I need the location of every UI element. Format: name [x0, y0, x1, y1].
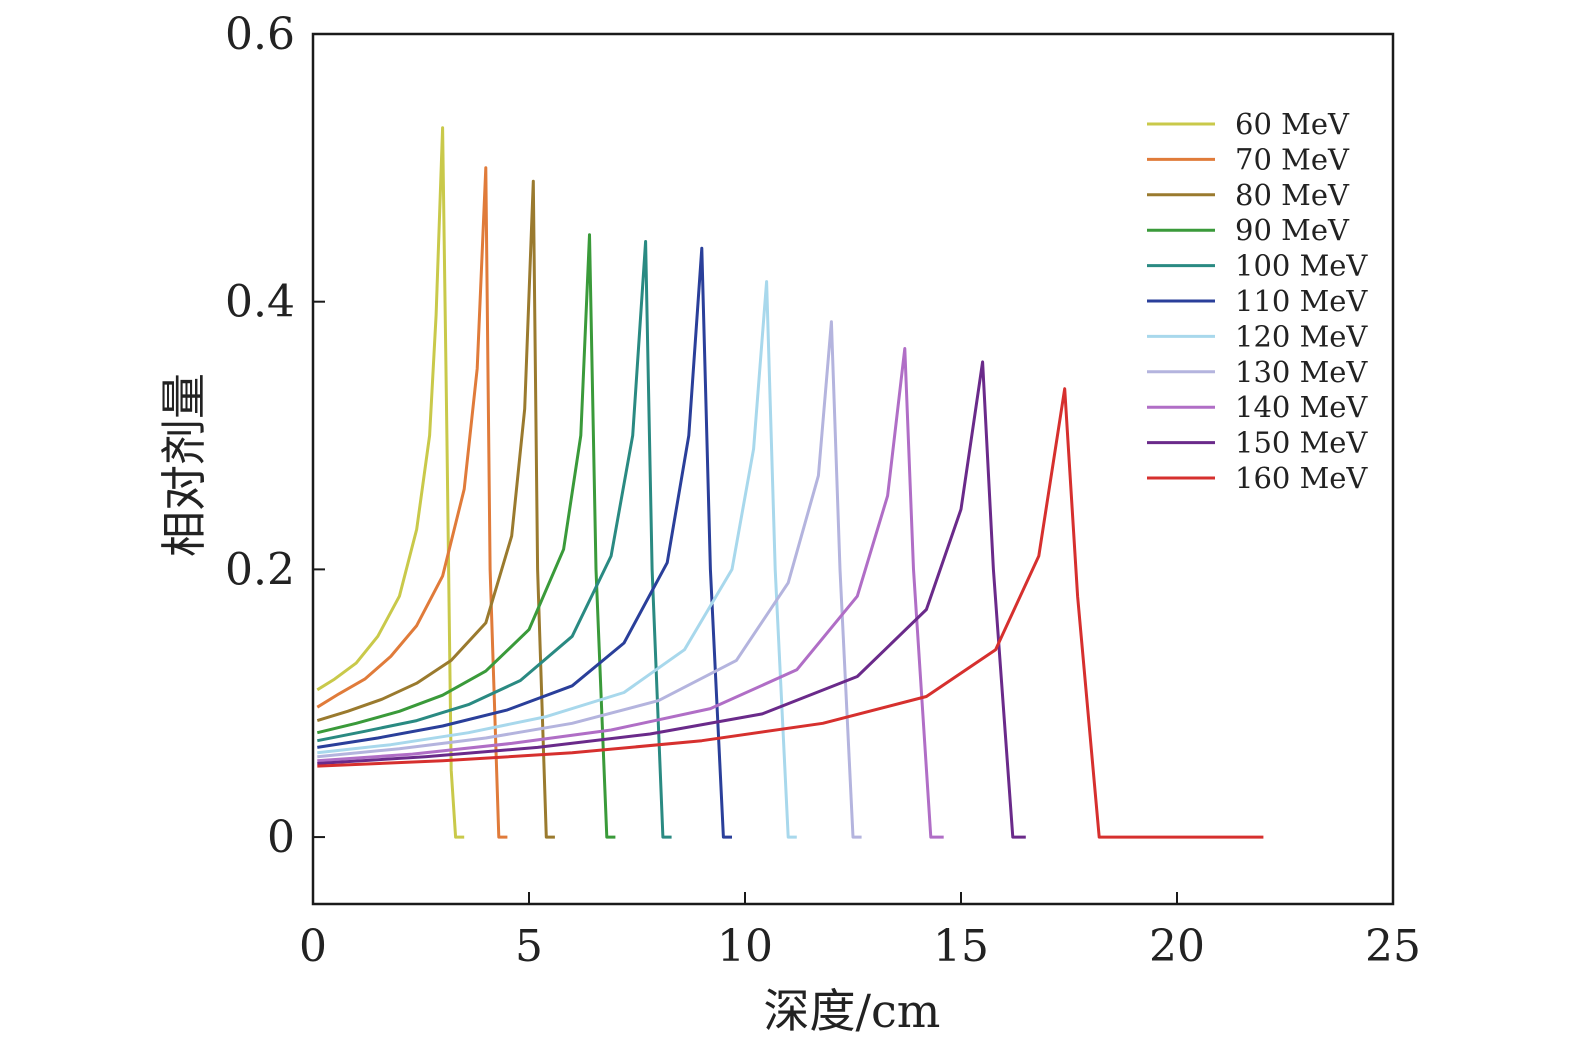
legend-label: 60 MeV — [1235, 107, 1350, 141]
series-line-90-mev — [316, 233, 616, 839]
x-tick-label: 20 — [1149, 921, 1205, 972]
legend-label: 110 MeV — [1235, 284, 1368, 318]
series-line-80-mev — [316, 179, 555, 839]
legend-label: 120 MeV — [1235, 319, 1368, 353]
series-line-110-mev — [317, 246, 732, 839]
legend-label: 80 MeV — [1235, 178, 1350, 212]
y-axis-title: 相对剂量 — [157, 373, 211, 557]
axis-ticks: 0 5 10 15 20 25 0 0.2 0.4 0.6 — [225, 9, 1421, 972]
series-line-100-mev — [317, 240, 672, 839]
legend-label: 100 MeV — [1235, 249, 1368, 283]
series-line-70-mev — [316, 166, 508, 839]
series-line-120-mev — [317, 280, 797, 839]
x-tick-label: 0 — [299, 921, 327, 972]
legend-label: 90 MeV — [1235, 213, 1350, 247]
y-tick-label: 0.4 — [225, 277, 295, 328]
series-line-60-mev — [316, 126, 465, 839]
legend-label: 70 MeV — [1235, 142, 1350, 176]
legend-label: 150 MeV — [1235, 426, 1368, 460]
plot-frame — [311, 32, 1395, 906]
series-lines — [316, 126, 1264, 839]
y-tick-label: 0.2 — [225, 544, 295, 595]
series-line-150-mev — [317, 360, 1026, 839]
y-tick-label: 0.6 — [225, 9, 295, 60]
x-tick-label: 25 — [1365, 921, 1421, 972]
legend-label: 140 MeV — [1235, 390, 1368, 424]
x-tick-label: 10 — [717, 921, 773, 972]
x-tick-label: 15 — [933, 921, 989, 972]
legend-label: 160 MeV — [1235, 461, 1368, 495]
series-line-140-mev — [317, 347, 944, 839]
x-axis-title: 深度/cm — [764, 984, 941, 1038]
x-tick-label: 5 — [515, 921, 543, 972]
series-line-160-mev — [317, 387, 1264, 839]
legend-label: 130 MeV — [1235, 355, 1368, 389]
y-tick-label: 0 — [267, 812, 295, 863]
